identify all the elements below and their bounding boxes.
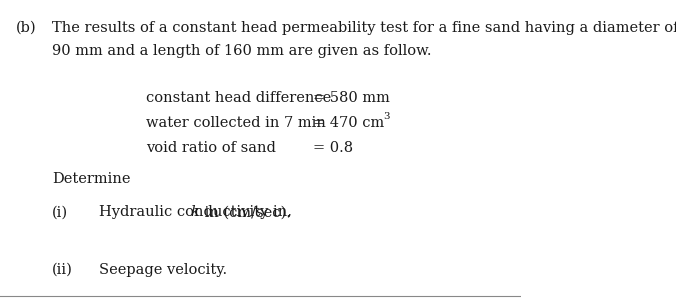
Text: = 0.8: = 0.8 — [312, 141, 353, 155]
Text: k: k — [190, 205, 199, 219]
Text: water collected in 7 min: water collected in 7 min — [146, 116, 326, 130]
Text: 3: 3 — [383, 112, 389, 121]
Text: in (cm/sec).: in (cm/sec). — [199, 205, 291, 219]
Text: 90 mm and a length of 160 mm are given as follow.: 90 mm and a length of 160 mm are given a… — [52, 44, 431, 58]
Text: void ratio of sand: void ratio of sand — [146, 141, 276, 155]
Text: Seepage velocity.: Seepage velocity. — [99, 263, 227, 277]
Text: Determine: Determine — [52, 172, 130, 186]
Text: (ii): (ii) — [52, 263, 73, 277]
Text: The results of a constant head permeability test for a fine sand having a diamet: The results of a constant head permeabil… — [52, 21, 676, 35]
Text: Hydraulic conductivity in,: Hydraulic conductivity in, — [99, 205, 297, 219]
Text: = 470 cm: = 470 cm — [312, 116, 384, 130]
Text: (i): (i) — [52, 205, 68, 219]
Text: (b): (b) — [16, 21, 37, 35]
Text: = 580 mm: = 580 mm — [312, 91, 389, 104]
Text: constant head difference: constant head difference — [146, 91, 331, 104]
